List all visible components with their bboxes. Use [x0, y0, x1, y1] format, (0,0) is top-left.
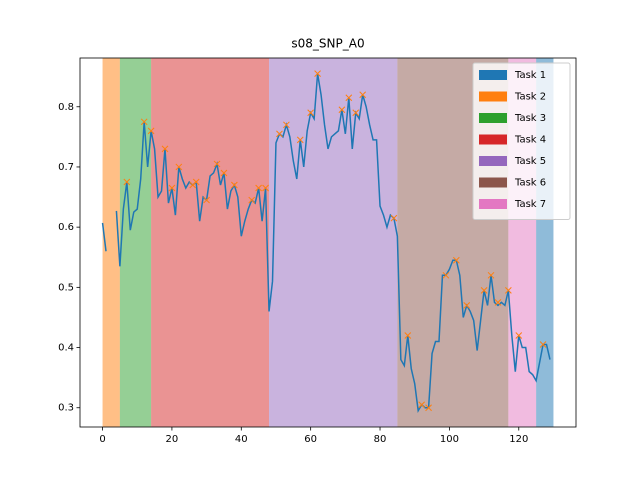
peak-marker: [463, 302, 471, 309]
x-tick-label: 60: [304, 434, 317, 445]
legend-label: Task 2: [514, 92, 546, 103]
peak-marker: [352, 109, 360, 117]
peak-marker: [296, 136, 304, 144]
legend-label: Task 3: [514, 113, 546, 124]
peak-marker: [147, 127, 155, 135]
task-span: [102, 58, 120, 427]
task-span: [151, 58, 270, 427]
peak-marker: [192, 178, 200, 186]
peak-marker: [255, 184, 262, 192]
peak-marker: [515, 332, 523, 339]
peak-marker: [248, 196, 256, 204]
peak-marker: [505, 287, 512, 294]
legend-label: Task 1: [514, 70, 546, 81]
legend-label: Task 7: [514, 199, 546, 210]
y-tick-label: 0.4: [58, 343, 74, 354]
peak-marker: [539, 341, 547, 348]
peak-marker: [442, 271, 450, 279]
y-tick-label: 0.3: [58, 403, 74, 414]
x-tick-label: 20: [166, 434, 179, 445]
peak-marker: [140, 118, 148, 126]
peak-marker: [220, 169, 228, 177]
peak-marker: [161, 145, 169, 153]
x-tick-label: 0: [99, 434, 105, 445]
chart-title: s08_SNP_A0: [291, 37, 364, 51]
peak-marker: [425, 404, 432, 412]
legend-swatch: [479, 70, 507, 80]
peak-marker: [203, 196, 210, 204]
legend-label: Task 6: [514, 178, 546, 189]
peak-marker: [262, 184, 269, 192]
x-tick-label: 100: [440, 434, 459, 445]
data-line: [101, 73, 551, 414]
task-span: [269, 58, 398, 427]
y-tick-label: 0.7: [58, 162, 74, 173]
legend-swatch: [479, 91, 507, 102]
legend-swatch: [479, 156, 507, 166]
legend-swatch: [479, 134, 507, 145]
peak-marker: [345, 94, 353, 102]
peak-marker: [168, 184, 176, 192]
legend-swatch: [479, 199, 507, 209]
plot-frame: [79, 57, 577, 428]
peak-marker: [404, 332, 412, 339]
peak-marker: [338, 106, 346, 114]
peak-marker: [452, 256, 460, 264]
peak-marker: [230, 181, 238, 189]
peak-marker: [283, 121, 290, 129]
peak-marker: [390, 214, 398, 222]
y-tick-label: 0.6: [58, 222, 74, 233]
peak-marker: [307, 109, 315, 117]
peak-marker: [213, 160, 221, 168]
legend-swatch: [479, 177, 507, 188]
peak-marker: [123, 178, 131, 186]
x-tick-label: 120: [509, 434, 528, 445]
peak-marker: [359, 91, 367, 99]
peak-marker: [314, 70, 321, 78]
peak-marker: [276, 130, 283, 138]
peak-marker: [494, 299, 502, 306]
peak-marker: [487, 271, 495, 279]
x-tick-label: 40: [235, 434, 248, 445]
peak-marker: [418, 401, 426, 409]
legend-label: Task 4: [514, 135, 546, 146]
x-tick-label: 80: [374, 434, 387, 445]
legend-label: Task 5: [514, 156, 546, 167]
legend-swatch: [479, 113, 507, 123]
y-tick-label: 0.5: [58, 282, 74, 293]
y-tick-label: 0.8: [58, 102, 74, 113]
task-span: [119, 58, 152, 427]
peak-marker: [480, 287, 488, 294]
peak-marker: [175, 163, 183, 171]
